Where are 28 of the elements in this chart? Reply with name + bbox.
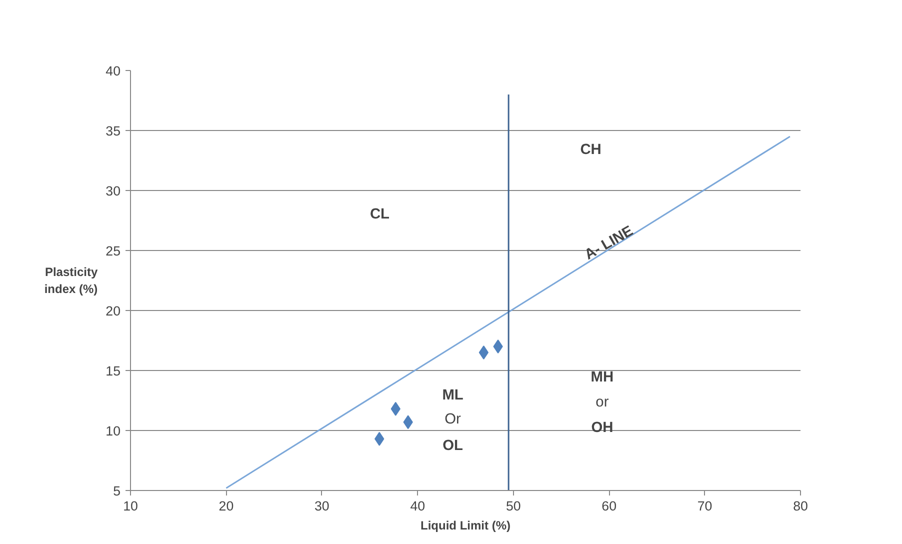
x-axis-title: Liquid Limit (%) xyxy=(420,518,510,532)
y-tick-label: 25 xyxy=(106,244,121,258)
x-tick-label: 40 xyxy=(410,498,426,514)
x-tick-label: 20 xyxy=(218,498,234,514)
point xyxy=(493,340,503,354)
y-tick-label: 20 xyxy=(106,304,121,318)
y-tick-label: 35 xyxy=(106,124,121,138)
annotation: or xyxy=(596,394,609,411)
x-tick-label: 70 xyxy=(697,498,712,514)
point xyxy=(478,346,489,360)
y-tick-label: 15 xyxy=(106,364,121,378)
annotation: CH xyxy=(580,142,602,158)
annotation: OL xyxy=(442,438,463,454)
y-axis-title: Plasticity index (%) xyxy=(44,265,98,296)
y-tick-label: 10 xyxy=(106,424,121,438)
annotation: ML xyxy=(442,388,464,404)
x-tick-label: 10 xyxy=(123,498,138,514)
annotation: MH xyxy=(590,370,614,386)
annotation: Or xyxy=(444,412,462,428)
x-tick-label: 60 xyxy=(602,498,616,514)
x-tick-label: 30 xyxy=(314,498,330,514)
annotation: CL xyxy=(370,206,390,223)
annotation: A- LINE xyxy=(582,223,636,264)
y-tick-label: 30 xyxy=(106,184,121,198)
y-tick-label: 40 xyxy=(106,64,121,78)
x-tick-label: 50 xyxy=(506,498,521,514)
x-tick-label: 80 xyxy=(793,498,808,514)
y-tick-label: 5 xyxy=(113,484,121,498)
